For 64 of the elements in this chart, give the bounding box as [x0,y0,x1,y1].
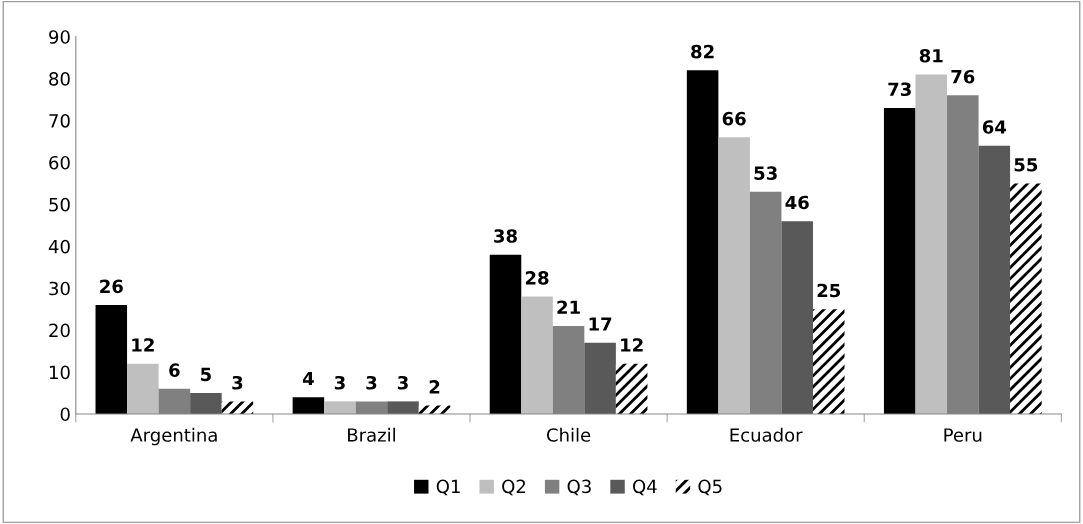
x-tick-label: Argentina [130,427,217,446]
bar [489,254,522,414]
y-tick-label: 50 [49,197,70,212]
data-label: 3 [334,375,345,390]
bar [718,137,750,414]
data-label: 38 [494,229,517,243]
bar [95,304,128,414]
legend-label: Q1 [436,479,460,496]
data-label: 12 [621,338,643,352]
data-label: 21 [557,300,580,314]
bar [127,363,159,414]
data-label: 73 [888,82,911,97]
data-label: 53 [754,166,777,180]
x-tick-label: Ecuador [730,427,803,442]
x-tick-label: Chile [546,427,591,442]
bar [686,70,719,414]
bar [190,393,222,414]
bar [812,309,845,414]
y-tick-label: 0 [60,407,70,422]
data-label: 3 [232,375,243,390]
bar [292,397,325,414]
bar [1010,183,1042,414]
legend-label: Q2 [502,479,526,496]
bar [221,401,254,414]
y-tick-label: 30 [49,281,70,296]
data-label: 46 [785,195,809,210]
data-label: 25 [817,283,841,298]
legend-label: Q5 [698,479,722,496]
data-label: 3 [397,375,408,390]
data-label: 81 [919,48,943,63]
y-tick-label: 60 [49,155,70,170]
data-label: 2 [429,380,440,394]
data-label: 6 [169,363,180,377]
data-label: 28 [525,271,549,285]
data-label: 26 [100,279,123,294]
bar [915,74,948,414]
bar [584,342,616,414]
bar [883,107,916,414]
legend-label: Q3 [567,479,591,496]
y-tick-label: 70 [49,113,70,128]
data-label: 64 [982,120,1007,134]
legend-label: Q4 [632,479,657,496]
y-tick-label: 40 [48,239,70,254]
x-tick-label: Peru [944,428,982,442]
data-label: 12 [132,338,154,352]
data-label: 4 [302,371,314,386]
bar [781,221,813,414]
data-label: 3 [366,375,377,390]
data-label: 55 [1014,158,1038,172]
bar [521,296,553,414]
y-tick-label: 20 [49,323,70,338]
data-label: 5 [201,367,211,382]
bar [615,363,648,414]
data-label: 76 [951,69,975,84]
y-tick-label: 10 [49,365,70,380]
bar [978,145,1011,414]
y-tick-label: 80 [49,72,70,86]
bar [324,401,356,414]
bar [387,401,419,414]
data-label: 82 [691,44,714,59]
y-tick-label: 90 [49,30,70,44]
data-label: 17 [589,317,612,331]
data-label: 66 [722,111,746,126]
x-tick-label: Brazil [348,427,395,442]
